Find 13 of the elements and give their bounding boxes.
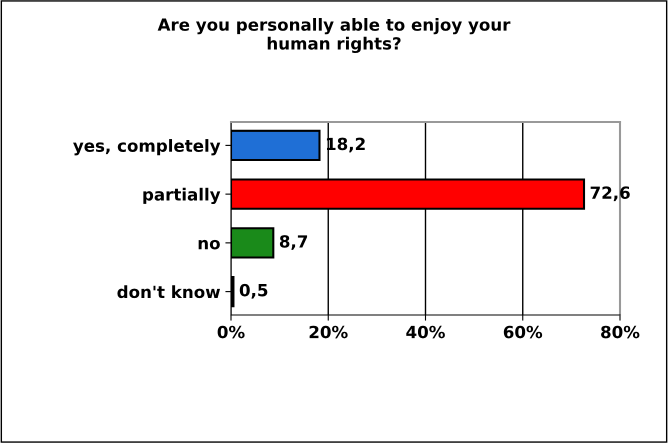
- x-tick-label: 80%: [601, 326, 640, 338]
- x-tick-label: 20%: [310, 326, 348, 338]
- y-tick-label: no: [198, 240, 220, 250]
- chart-title: Are you personally able to enjoy your human rights?: [158, 18, 510, 54]
- x-tick-label: 0%: [218, 326, 245, 338]
- y-tick-label: yes, completely: [73, 139, 220, 156]
- data-label: 72,6: [590, 186, 630, 202]
- y-tick-label: partially: [143, 188, 220, 204]
- x-tick-label: 40%: [406, 326, 445, 338]
- y-tick-label: don't know: [117, 285, 220, 298]
- data-label: 8,7: [280, 235, 308, 250]
- data-label: 0,5: [240, 284, 268, 299]
- x-tick-label: 60%: [504, 326, 542, 338]
